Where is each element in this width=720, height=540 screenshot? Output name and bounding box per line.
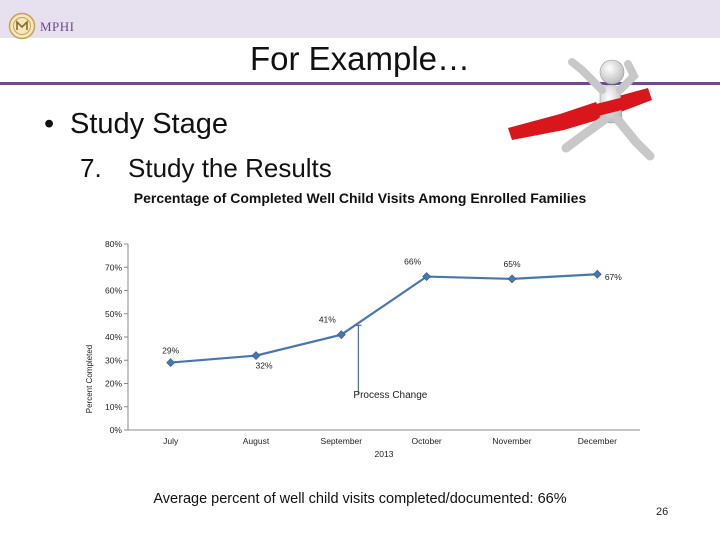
data-point <box>166 358 176 367</box>
series-line <box>170 273 598 364</box>
x-tick-label: July <box>163 436 179 446</box>
x-tick-label: October <box>412 436 442 446</box>
header-divider <box>0 82 720 85</box>
x-tick-label: September <box>321 436 363 446</box>
y-tick-label: 30% <box>105 355 122 365</box>
y-tick-label: 40% <box>105 332 122 342</box>
y-tick-label: 20% <box>105 379 122 389</box>
page-number: 26 <box>656 506 669 518</box>
runner-icon <box>508 58 655 161</box>
sub-item-text: Study the Results <box>128 153 332 183</box>
data-point <box>507 274 517 284</box>
sub-item-number: 7. <box>80 153 102 183</box>
bullet-icon: • <box>44 108 55 140</box>
data-point <box>251 351 261 361</box>
seal-icon <box>8 12 36 40</box>
mphi-logo: MPHI <box>6 10 126 42</box>
y-tick-label: 80% <box>105 239 122 249</box>
chart-title: Percentage of Completed Well Child Visit… <box>133 190 587 206</box>
data-label: 32% <box>255 361 272 371</box>
data-label: 41% <box>319 315 336 325</box>
data-label: 67% <box>605 272 622 282</box>
y-axis-label: Percent Completed <box>85 345 94 413</box>
annotation-label: Process Change <box>353 390 427 401</box>
y-tick-label: 70% <box>105 262 122 272</box>
bullet-text: Study Stage <box>70 108 228 140</box>
data-point <box>592 269 602 279</box>
x-tick-label: August <box>243 436 270 446</box>
bullet-item: • Study Stage <box>44 108 228 141</box>
y-tick-label: 50% <box>105 309 122 319</box>
data-label: 66% <box>404 257 421 267</box>
summary-note: Average percent of well child visits com… <box>153 491 567 507</box>
y-tick-label: 60% <box>105 286 122 296</box>
top-band <box>0 0 720 38</box>
x-tick-label: December <box>578 436 617 446</box>
sub-item: 7. Study the Results <box>80 153 332 184</box>
year-label: 2013 <box>375 449 394 459</box>
data-point <box>422 272 432 281</box>
y-tick-label: 10% <box>105 402 122 412</box>
data-label: 29% <box>162 346 179 356</box>
logo-text: MPHI <box>40 19 75 34</box>
data-point <box>336 330 346 340</box>
slide-title: For Example… <box>249 40 471 77</box>
y-tick-label: 0% <box>110 425 123 435</box>
x-tick-label: November <box>492 436 531 446</box>
data-label: 65% <box>503 259 520 269</box>
